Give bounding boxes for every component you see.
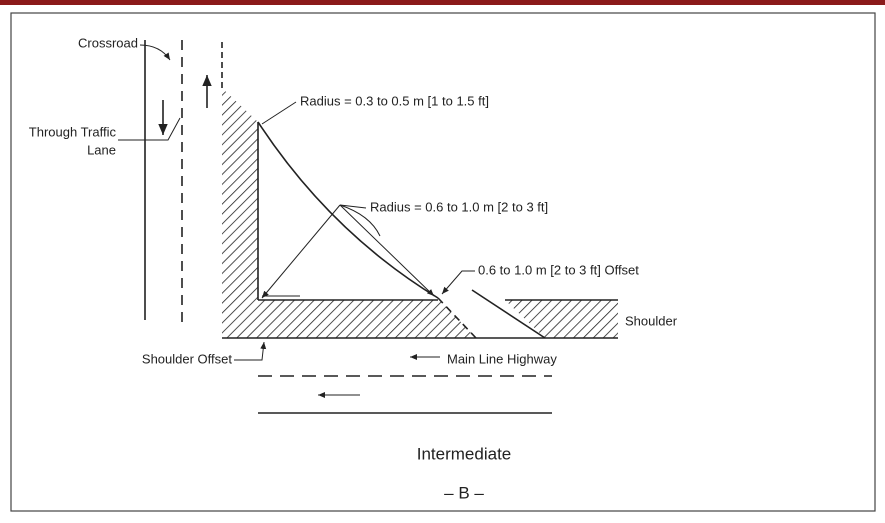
label: Main Line Highway bbox=[447, 351, 557, 366]
label: Lane bbox=[87, 142, 116, 157]
sublabel: – B – bbox=[444, 483, 484, 502]
top-bar bbox=[0, 0, 885, 5]
label: Through Traffic bbox=[29, 124, 117, 139]
label: Radius = 0.6 to 1.0 m [2 to 3 ft] bbox=[370, 199, 548, 214]
label: Shoulder bbox=[625, 313, 678, 328]
caption: Intermediate bbox=[417, 444, 512, 463]
road-drawing bbox=[118, 40, 618, 414]
label: Radius = 0.3 to 0.5 m [1 to 1.5 ft] bbox=[300, 93, 489, 108]
frame bbox=[10, 12, 876, 512]
label: 0.6 to 1.0 m [2 to 3 ft] Offset bbox=[478, 262, 639, 277]
label: Shoulder Offset bbox=[142, 351, 232, 366]
label: Crossroad bbox=[78, 35, 138, 50]
